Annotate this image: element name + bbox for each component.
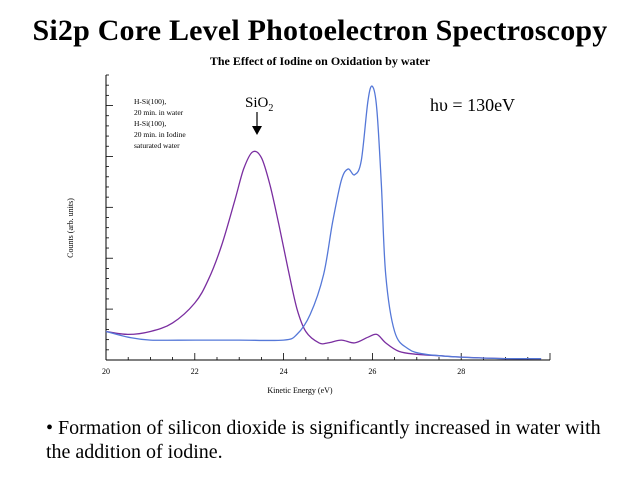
x-tick-label: 20: [102, 367, 110, 376]
legend-entry: saturated water: [134, 141, 180, 150]
chart-axes: 20 22 24 26 28: [102, 74, 551, 376]
sio2-arrow-head: [252, 126, 262, 135]
legend: H-Si(100), 20 min. in water H-Si(100), 2…: [134, 97, 186, 150]
series-line: [105, 150, 542, 360]
x-tick-label: 24: [280, 367, 288, 376]
legend-entry: H-Si(100),: [134, 119, 166, 128]
caption-bullet: • Formation of silicon dioxide is signif…: [46, 417, 601, 463]
legend-entry: 20 min. in water: [134, 108, 184, 117]
series-line: [105, 85, 542, 360]
series-layer: [105, 85, 542, 360]
chart-subtitle: The Effect of Iodine on Oxidation by wat…: [209, 54, 431, 68]
legend-entry: H-Si(100),: [134, 97, 166, 106]
sio2-label-sub: 2: [268, 103, 273, 114]
x-tick-label: 26: [368, 367, 376, 376]
legend-entry: 20 min. in Iodine: [134, 130, 186, 139]
spectrum-chart: 20 22 24 26 28 H-Si(100), 20 min. in water H…: [66, 74, 551, 395]
x-tick-label: 28: [457, 367, 465, 376]
y-axis-label: Counts (arb. units): [66, 198, 75, 258]
sio2-label: SiO2: [245, 95, 273, 114]
sio2-annotation: SiO2: [245, 95, 273, 135]
sio2-label-main: SiO: [245, 95, 269, 111]
photon-energy-label: hυ = 130eV: [430, 95, 515, 115]
slide-title: Si2p Core Level Photoelectron Spectrosco…: [32, 14, 608, 47]
x-axis-label: Kinetic Energy (eV): [267, 386, 332, 395]
x-tick-label: 22: [191, 367, 199, 376]
